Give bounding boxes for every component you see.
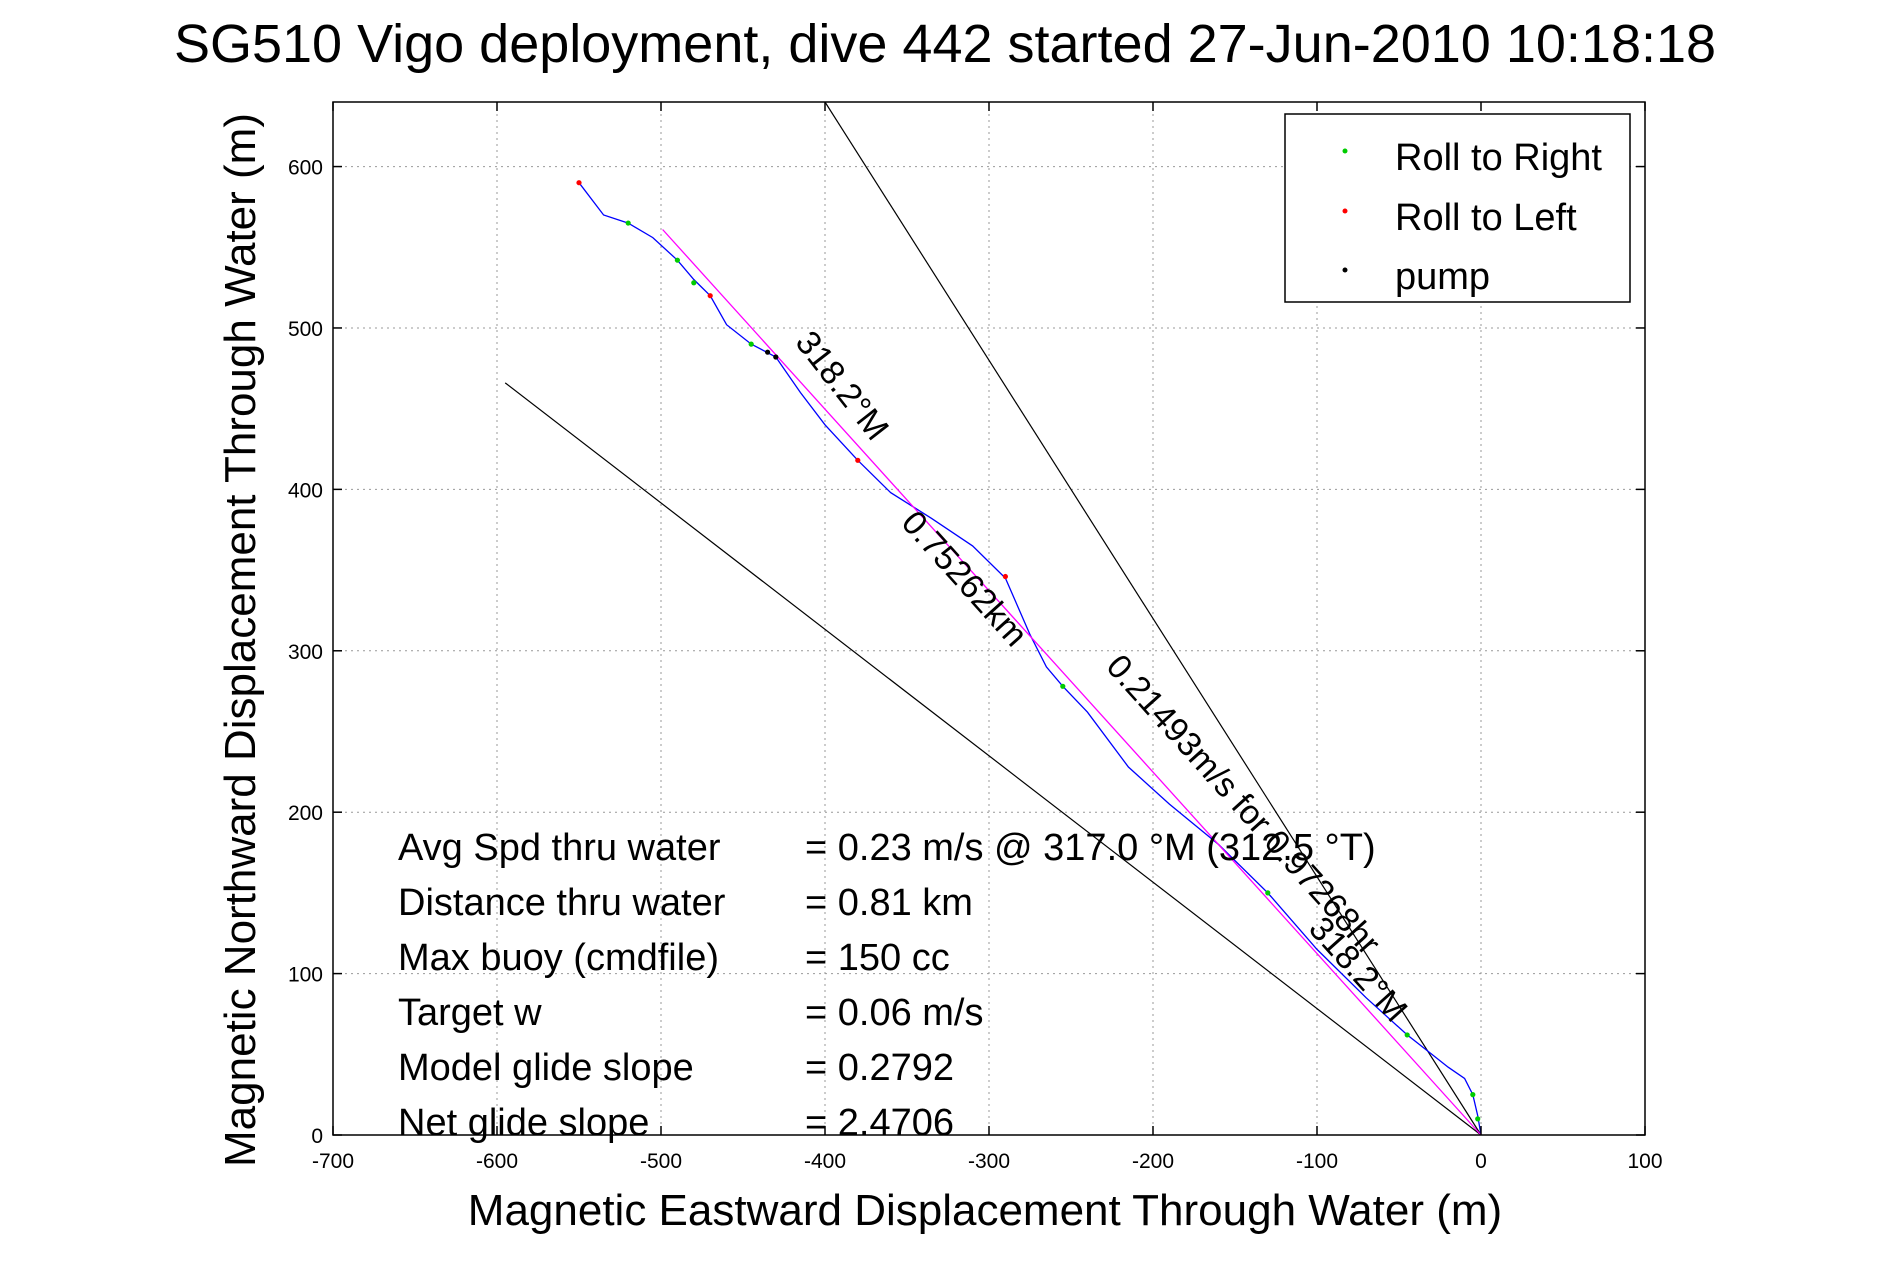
stat-value-distance: = 0.81 km (805, 882, 973, 924)
legend-label-pump: pump (1395, 256, 1490, 298)
x-tick-label: -600 (476, 1150, 518, 1173)
legend-marker-roll-left (1342, 208, 1348, 214)
net-displacement-line (662, 229, 1482, 1136)
stat-label-distance: Distance thru water (398, 882, 726, 924)
legend-box (1284, 113, 1631, 303)
stat-value-max-buoy: = 150 cc (805, 937, 950, 979)
stat-label-target-w: Target w (398, 992, 542, 1034)
y-tick-label: 500 (288, 318, 323, 341)
stat-value-target-w: = 0.06 m/s (805, 992, 983, 1034)
x-tick-label: -200 (1132, 1150, 1174, 1173)
chart-title: SG510 Vigo deployment, dive 442 started … (174, 14, 1716, 74)
x-tick-label: -100 (1296, 1150, 1338, 1173)
track-marker-point (773, 354, 779, 360)
y-tick-label: 300 (288, 641, 323, 664)
track-marker-point (1470, 1092, 1476, 1098)
y-tick-label: 100 (288, 964, 323, 987)
stat-label-net-glide-slope: Net glide slope (398, 1102, 649, 1144)
stat-label-model-glide-slope: Model glide slope (398, 1047, 694, 1089)
track-marker-point (1002, 573, 1009, 580)
x-tick-label: -400 (804, 1150, 846, 1173)
stat-value-avg-speed: = 0.23 m/s @ 317.0 °M (312.5 °T) (805, 827, 1376, 869)
track-marker-point (1060, 683, 1066, 689)
y-axis-label: Magnetic Northward Displacement Through … (216, 113, 265, 1167)
stat-value-model-glide-slope: = 0.2792 (805, 1047, 954, 1089)
y-axis-ticks: 0 100 200 300 400 500 600 (288, 157, 1645, 1148)
heading-reference-line (504, 382, 1482, 1136)
y-tick-label: 200 (288, 802, 323, 825)
y-tick-label: 0 (311, 1125, 323, 1148)
track-marker-point (855, 457, 861, 463)
y-tick-label: 400 (288, 479, 323, 502)
track-marker-point (625, 220, 631, 226)
legend-marker-pump (1342, 267, 1348, 273)
heading-reference-line (824, 101, 1482, 1136)
track-marker-point (674, 257, 681, 263)
legend: Roll to Right Roll to Left pump (1284, 113, 1631, 303)
track-marker-point (765, 349, 771, 355)
legend-label-roll-left: Roll to Left (1395, 197, 1577, 239)
track-marker-point (707, 293, 713, 299)
x-axis-label: Magnetic Eastward Displacement Through W… (468, 1186, 1502, 1235)
track-marker-point (576, 180, 582, 186)
x-tick-label: 100 (1627, 1150, 1662, 1173)
track-marker-point (1475, 1116, 1481, 1122)
track-marker-point (748, 341, 754, 347)
x-tick-label: 0 (1475, 1150, 1487, 1173)
track-marker-point (1265, 890, 1271, 896)
reference-lines (504, 101, 1482, 1136)
series-lines (578, 182, 1482, 1136)
glider-track-line (578, 182, 1482, 1136)
y-tick-label: 600 (288, 157, 323, 180)
x-axis-ticks: -700 -600 -500 -400 -300 -200 -100 0 100 (312, 102, 1663, 1173)
legend-marker-roll-right (1342, 148, 1348, 154)
legend-label-roll-right: Roll to Right (1395, 137, 1602, 179)
stat-label-max-buoy: Max buoy (cmdfile) (398, 937, 719, 979)
x-tick-label: -700 (312, 1150, 354, 1173)
stat-label-avg-speed: Avg Spd thru water (398, 827, 721, 869)
x-tick-label: -300 (968, 1150, 1010, 1173)
track-marker-point (691, 280, 697, 286)
dive-statistics: Avg Spd thru water = 0.23 m/s @ 317.0 °M… (398, 827, 1376, 1144)
stat-value-net-glide-slope: = 2.4706 (805, 1102, 954, 1144)
roll-and-pump-markers (576, 180, 1481, 1122)
track-marker-point (1404, 1032, 1410, 1038)
x-tick-label: -500 (640, 1150, 682, 1173)
